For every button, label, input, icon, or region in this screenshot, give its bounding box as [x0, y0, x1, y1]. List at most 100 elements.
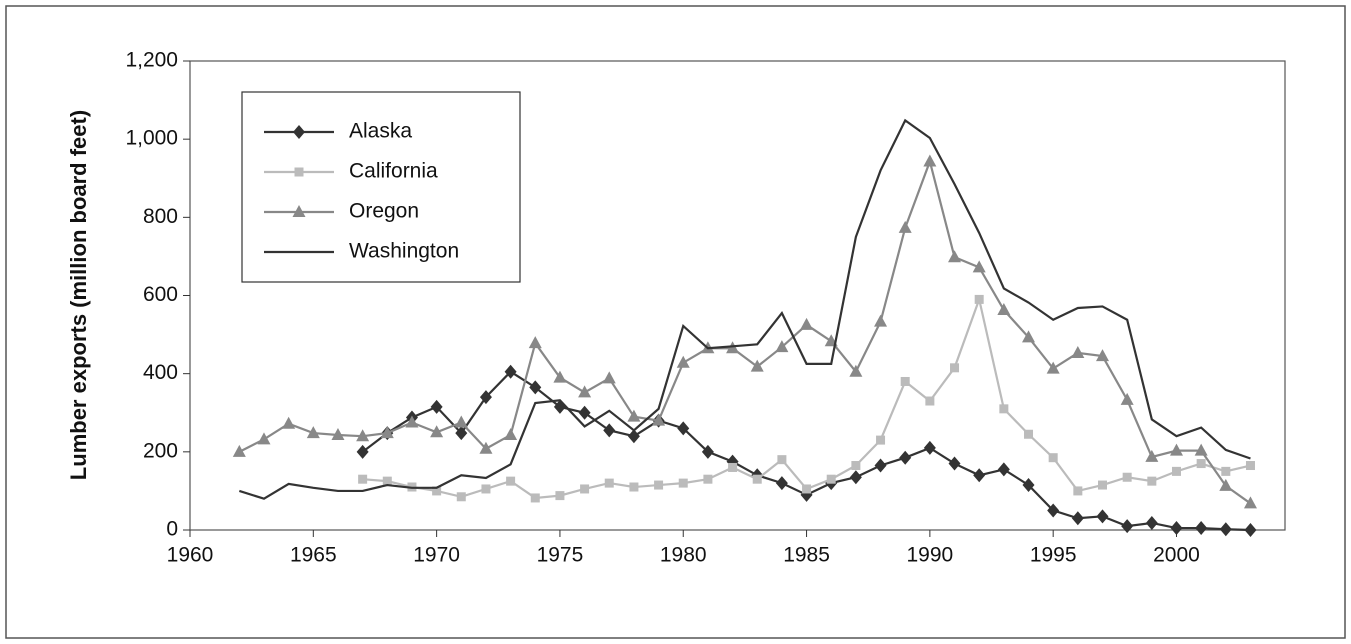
point — [430, 425, 444, 438]
point — [627, 429, 640, 444]
point — [703, 474, 713, 484]
point — [504, 428, 518, 441]
point — [479, 441, 493, 454]
point — [1147, 476, 1157, 486]
point — [604, 478, 614, 488]
point — [1121, 519, 1134, 534]
point — [356, 444, 369, 459]
point — [900, 376, 910, 386]
x-tick-label: 2000 — [1153, 544, 1200, 567]
y-tick-label: 600 — [143, 283, 178, 306]
point — [602, 371, 616, 384]
legend-box — [241, 91, 521, 283]
point — [1048, 453, 1058, 463]
point — [358, 474, 368, 484]
point — [1243, 496, 1257, 509]
point — [282, 416, 296, 429]
legend-marker — [293, 125, 305, 139]
point — [826, 474, 836, 484]
point — [629, 482, 639, 492]
point — [874, 458, 887, 473]
point — [1195, 521, 1208, 536]
point — [1169, 443, 1183, 456]
point — [701, 444, 714, 459]
point — [1196, 459, 1206, 469]
point — [529, 380, 542, 395]
legend-label: Oregon — [349, 200, 419, 223]
point — [898, 220, 912, 233]
point — [652, 413, 666, 426]
point — [1046, 361, 1060, 374]
y-axis-label: Lumber exports (million board feet) — [66, 110, 91, 480]
point — [306, 426, 320, 439]
point — [677, 421, 690, 436]
point — [603, 423, 616, 438]
point — [553, 399, 566, 414]
point — [678, 478, 688, 488]
point — [1098, 480, 1107, 490]
series-line — [238, 118, 1251, 500]
point — [750, 359, 764, 372]
point — [232, 444, 246, 457]
y-tick-label: 400 — [143, 361, 178, 384]
point — [1096, 509, 1109, 524]
x-tick-label: 1990 — [907, 544, 954, 567]
point — [627, 409, 641, 422]
point — [899, 450, 912, 465]
point — [1071, 511, 1084, 526]
y-tick-label: 0 — [166, 518, 178, 541]
point — [405, 415, 419, 428]
point — [455, 426, 468, 441]
point — [972, 260, 986, 273]
point — [1245, 461, 1255, 471]
point — [454, 415, 468, 428]
point — [676, 355, 690, 368]
point — [777, 455, 787, 465]
point — [876, 435, 886, 445]
point — [948, 250, 962, 263]
point — [1219, 522, 1232, 537]
y-tick-label: 200 — [143, 439, 178, 462]
point — [1071, 345, 1085, 358]
point — [1096, 349, 1109, 362]
point — [923, 154, 937, 167]
point — [1022, 478, 1035, 493]
point — [874, 314, 888, 327]
point — [1145, 515, 1158, 530]
point — [775, 476, 788, 491]
point — [1047, 503, 1060, 518]
point — [973, 468, 986, 483]
point — [432, 486, 442, 496]
point — [356, 429, 370, 442]
point — [430, 399, 443, 414]
y-tick-label: 1,200 — [125, 49, 178, 72]
point — [1244, 523, 1257, 537]
x-tick-label: 1975 — [537, 544, 584, 567]
x-tick-label: 1965 — [290, 544, 337, 567]
x-tick-label: 1960 — [167, 544, 214, 567]
point — [974, 294, 984, 304]
point — [481, 484, 491, 494]
point — [948, 456, 961, 471]
series-line — [361, 370, 1251, 532]
point — [382, 476, 392, 486]
legend-label: Alaska — [349, 120, 412, 143]
point — [1170, 521, 1183, 536]
point — [1073, 486, 1083, 496]
frame — [5, 5, 1346, 639]
point — [1194, 443, 1208, 456]
point — [257, 432, 271, 445]
point — [728, 462, 738, 472]
point — [555, 491, 565, 501]
point — [752, 474, 762, 484]
point — [528, 336, 542, 349]
point — [802, 484, 812, 494]
point — [456, 492, 466, 502]
point — [331, 428, 345, 441]
y-tick-label: 1,000 — [125, 127, 178, 150]
legend-label: California — [349, 160, 438, 183]
point — [775, 340, 789, 353]
point — [950, 363, 960, 373]
legend-label: Washington — [349, 240, 459, 263]
